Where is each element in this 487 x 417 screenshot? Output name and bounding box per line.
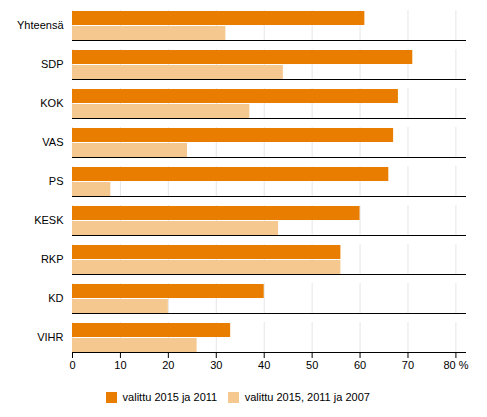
svg-text:40: 40 <box>258 359 270 371</box>
svg-text:30: 30 <box>210 359 222 371</box>
svg-text:50: 50 <box>306 359 318 371</box>
svg-text:80 %: 80 % <box>443 359 468 371</box>
svg-text:KOK: KOK <box>40 97 64 109</box>
svg-text:VAS: VAS <box>42 136 63 148</box>
svg-text:RKP: RKP <box>41 253 64 265</box>
svg-text:0: 0 <box>69 359 75 371</box>
html-text:valittu 2015, 2011 ja 2007: valittu 2015, 2011 ja 2007 <box>244 391 370 404</box>
svg-text:20: 20 <box>162 359 174 371</box>
svg-text:PS: PS <box>49 175 64 187</box>
svg-text:KESK: KESK <box>34 214 64 226</box>
svg-text:VIHR: VIHR <box>37 331 63 343</box>
svg-text:10: 10 <box>114 359 126 371</box>
svg-text:60: 60 <box>354 359 366 371</box>
html-text:valittu 2015 ja 2011: valittu 2015 ja 2011 <box>122 391 218 404</box>
svg-text:KD: KD <box>48 292 63 304</box>
svg-text:SDP: SDP <box>41 58 64 70</box>
svg-text:Yhteensä: Yhteensä <box>17 19 64 31</box>
svg-text:70: 70 <box>402 359 414 371</box>
